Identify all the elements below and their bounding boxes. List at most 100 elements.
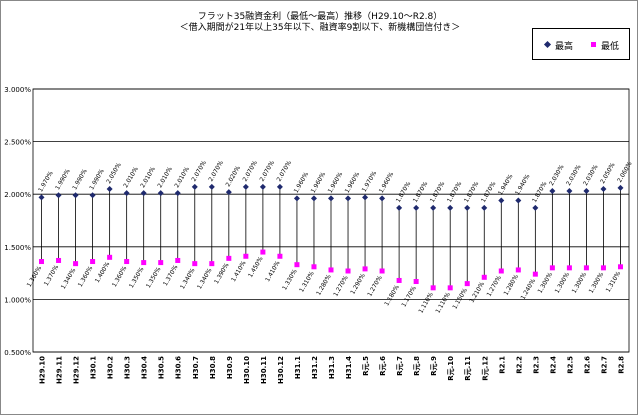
chart-subtitle: ＜借入期間が21年以上35年以下、融資率9割以下、新機構団信付き＞: [179, 23, 461, 33]
max-value-label: 1.870%: [395, 180, 413, 204]
min-value-label: 1.180%: [383, 284, 401, 308]
min-point: [515, 267, 521, 273]
min-value-label: 1.150%: [451, 287, 469, 311]
min-value-label: 1.270%: [332, 274, 350, 298]
min-point: [583, 265, 589, 271]
max-point: [447, 204, 454, 211]
min-value-label: 1.360%: [111, 265, 129, 289]
max-point: [242, 183, 249, 190]
min-point: [566, 265, 572, 271]
max-point: [276, 183, 283, 190]
min-point: [600, 265, 606, 271]
x-tick-label: H29.12: [73, 356, 81, 384]
x-tick-label: H30.5: [158, 356, 166, 379]
min-point: [277, 253, 283, 259]
y-tick-label: 0.500%: [4, 349, 31, 357]
x-tick-label: H29.11: [56, 356, 64, 384]
max-value-label: 2.070%: [242, 159, 260, 183]
min-point: [226, 255, 232, 261]
max-value-label: 1.870%: [429, 180, 447, 204]
max-point: [225, 189, 232, 196]
max-value-label: 2.010%: [139, 166, 157, 190]
x-tick-label: H31.3: [328, 356, 336, 379]
min-point: [39, 259, 45, 265]
min-value-label: 1.340%: [60, 267, 78, 291]
min-point: [396, 277, 402, 283]
max-point: [259, 183, 266, 190]
max-point: [583, 188, 590, 195]
max-value-label: 2.070%: [259, 159, 277, 183]
x-tick-label: H30.6: [175, 356, 183, 379]
x-tick-label: H30.7: [192, 356, 200, 379]
max-value-label: 1.960%: [344, 171, 362, 195]
min-value-label: 1.310%: [605, 270, 623, 294]
max-point: [566, 188, 573, 195]
x-tick-label: H30.4: [141, 356, 149, 379]
min-value-label: 1.450%: [247, 255, 265, 279]
min-value-label: 1.330%: [281, 268, 299, 292]
max-point: [413, 204, 420, 211]
max-point: [174, 190, 181, 197]
max-point: [89, 192, 96, 199]
max-point: [191, 183, 198, 190]
legend-label-max: 最高: [555, 42, 574, 52]
max-point: [208, 183, 215, 190]
min-point: [430, 285, 436, 291]
max-point: [430, 204, 437, 211]
x-tick-label: R元.11: [464, 356, 472, 381]
min-value-label: 1.300%: [537, 271, 555, 295]
max-value-label: 1.960%: [310, 171, 328, 195]
x-tick-label: H31.1: [294, 356, 302, 379]
min-point: [158, 260, 164, 266]
max-value-label: 1.960%: [327, 171, 345, 195]
max-value-label: 2.050%: [599, 161, 617, 185]
x-tick-label: R2.8: [617, 356, 625, 374]
min-point: [328, 267, 334, 273]
y-tick-label: 3.000%: [4, 86, 31, 94]
min-value-label: 1.370%: [162, 264, 180, 288]
y-tick-label: 1.000%: [4, 296, 31, 304]
max-point: [106, 185, 113, 192]
max-point: [157, 190, 164, 197]
max-value-label: 1.870%: [531, 180, 549, 204]
min-value-label: 1.340%: [179, 267, 197, 291]
max-value-label: 1.960%: [293, 171, 311, 195]
max-value-label: 2.010%: [173, 166, 191, 190]
max-value-label: 1.870%: [480, 180, 498, 204]
max-value-label: 2.020%: [224, 165, 242, 189]
min-value-label: 1.110%: [417, 291, 435, 315]
max-value-label: 1.940%: [514, 173, 532, 197]
min-value-label: 1.410%: [264, 260, 282, 284]
y-tick-label: 1.500%: [4, 244, 31, 252]
max-point: [140, 190, 147, 197]
max-value-label: 1.870%: [412, 180, 430, 204]
max-point: [362, 194, 369, 201]
min-value-label: 1.400%: [94, 261, 112, 285]
min-value-label: 1.210%: [468, 281, 486, 305]
min-value-label: 1.280%: [503, 273, 521, 297]
min-value-label: 1.310%: [298, 270, 316, 294]
min-value-label: 1.390%: [213, 262, 231, 286]
max-point: [515, 197, 522, 204]
x-tick-label: H30.12: [277, 356, 285, 384]
min-value-label: 1.350%: [145, 266, 163, 290]
x-tick-label: R2.3: [532, 356, 540, 374]
min-value-label: 1.170%: [400, 285, 418, 309]
max-point: [617, 184, 624, 191]
min-value-label: 1.360%: [26, 265, 44, 289]
max-point: [481, 204, 488, 211]
max-point: [498, 197, 505, 204]
min-point: [481, 274, 487, 280]
max-point: [549, 188, 556, 195]
max-point: [396, 204, 403, 211]
min-value-label: 1.410%: [230, 260, 248, 284]
x-tick-label: H30.1: [90, 356, 98, 379]
min-point: [73, 261, 79, 267]
max-value-label: 1.870%: [463, 180, 481, 204]
x-tick-label: R2.4: [549, 356, 557, 374]
max-value-label: 1.990%: [71, 168, 89, 192]
max-point: [345, 195, 352, 202]
min-point: [311, 264, 317, 270]
max-value-label: 2.050%: [105, 161, 123, 185]
min-value-label: 1.300%: [588, 271, 606, 295]
